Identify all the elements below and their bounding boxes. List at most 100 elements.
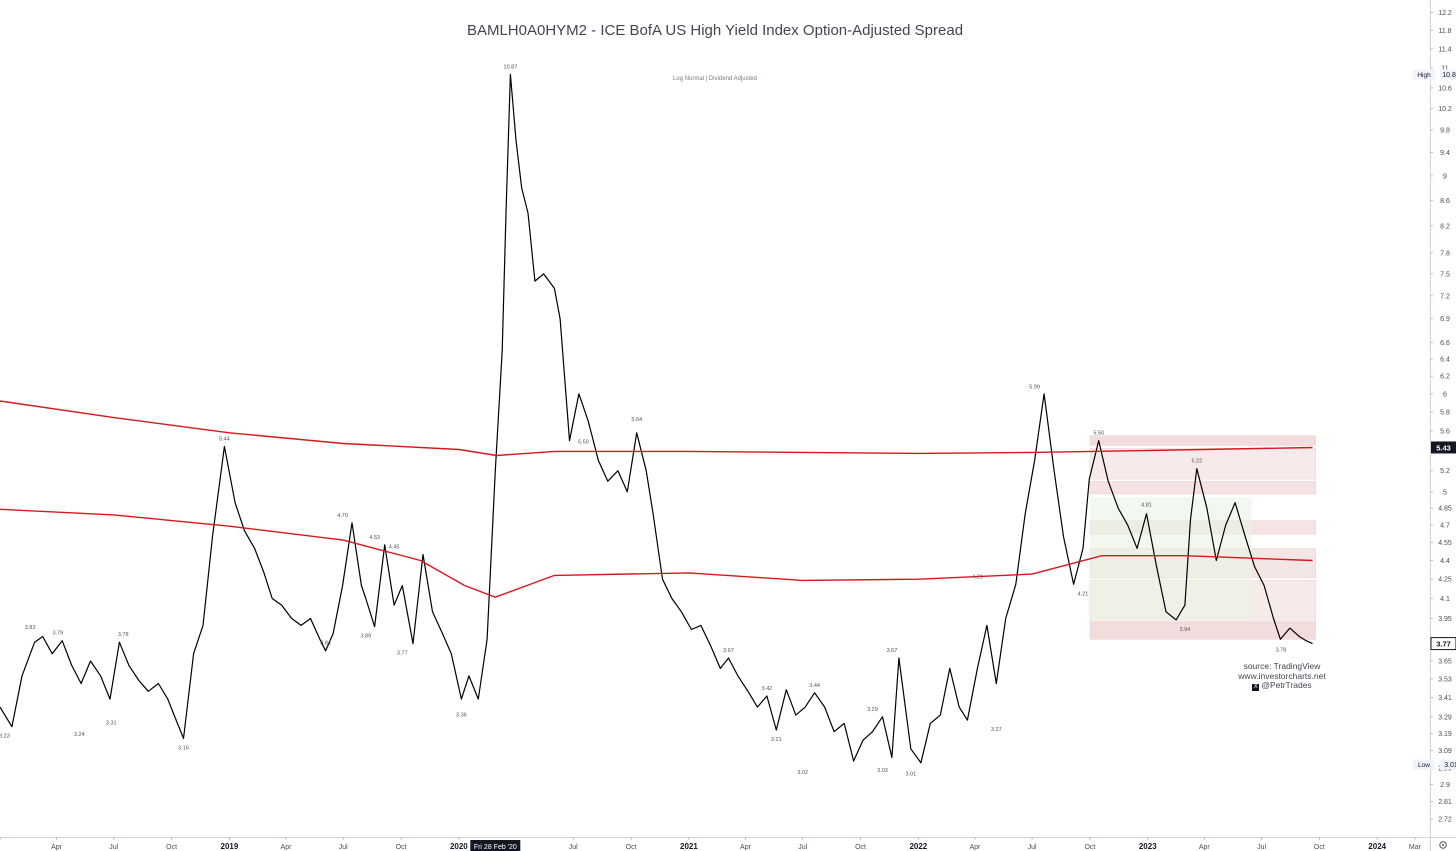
time-tick-label: Jul xyxy=(798,844,807,851)
spread-line[interactable] xyxy=(0,73,1313,764)
price-tick-label: 6 xyxy=(1443,391,1447,398)
price-tick-label: 3.29 xyxy=(1438,714,1452,721)
time-tick-label: Oct xyxy=(396,844,407,851)
point-label: 3.94 xyxy=(1179,627,1190,633)
price-tick-label: 7.8 xyxy=(1440,250,1450,257)
price-tick-label: 8.2 xyxy=(1440,223,1450,230)
price-tick-label: 3.95 xyxy=(1438,616,1452,623)
price-tick-label: 2.81 xyxy=(1438,799,1452,806)
source-line: source: TradingView xyxy=(1243,661,1321,671)
price-marker-tag xyxy=(1413,759,1435,770)
point-label: 3.21 xyxy=(771,737,782,743)
x-logo-icon: X xyxy=(1252,684,1260,691)
time-tick-label: Oct xyxy=(1084,844,1095,851)
gear-ring xyxy=(1439,841,1447,849)
point-label: 3.23 xyxy=(0,734,10,740)
value-area xyxy=(1089,497,1252,620)
point-label: 4.21 xyxy=(972,574,983,580)
price-tick-label: 8.6 xyxy=(1440,198,1450,205)
price-tick-label: 4.1 xyxy=(1440,596,1450,603)
point-label: 3.78 xyxy=(118,632,129,638)
time-tick-label: Jul xyxy=(339,844,348,851)
volume-profile-band xyxy=(1089,435,1316,446)
point-label: 3.67 xyxy=(887,648,898,654)
price-marker[interactable]: 5.43 xyxy=(1431,441,1456,454)
time-tick-label: Oct xyxy=(626,844,637,851)
point-label: 5.50 xyxy=(578,440,589,446)
price-axis[interactable]: 12.2 11.8 11.4 11 10.6 10.2 9.8 9.4 9 8.6 8.2 7.8 7.… xyxy=(1430,10,1452,824)
point-label: 4.70 xyxy=(337,513,348,519)
price-tick-label: 7.2 xyxy=(1440,293,1450,300)
point-label: 5.64 xyxy=(631,417,642,423)
price-tick-label: 4.85 xyxy=(1438,506,1452,513)
volume-profile-band xyxy=(1089,448,1316,480)
point-label: 3.84 xyxy=(320,641,331,647)
point-label: 5.44 xyxy=(219,436,230,442)
price-marker-value: 3.01 xyxy=(1444,762,1456,769)
point-label: 5.50 xyxy=(1093,431,1104,437)
time-tick-label: 2019 xyxy=(221,842,239,851)
crosshair-date-label: Fri 28 Feb '20 xyxy=(474,844,517,851)
settings-gear-icon[interactable] xyxy=(1439,841,1447,849)
point-label: 3.44 xyxy=(809,683,820,689)
time-tick-label: Mar xyxy=(1409,844,1422,851)
point-label: 3.42 xyxy=(761,686,772,692)
price-marker-label: High xyxy=(1417,72,1431,79)
price-marker-box xyxy=(1440,69,1456,80)
time-tick-label: Apr xyxy=(281,844,293,851)
point-label: 3.77 xyxy=(397,651,408,657)
point-label: 4.45 xyxy=(389,544,400,550)
price-tick-label: 11.8 xyxy=(1438,28,1451,35)
point-label: 3.79 xyxy=(52,631,63,637)
price-tick-label: 6.4 xyxy=(1440,357,1450,364)
red-moving-average-2[interactable] xyxy=(0,508,1313,598)
price-tick-label: 3.19 xyxy=(1438,731,1452,738)
price-tick-label: 3.41 xyxy=(1438,695,1452,702)
point-label: 3.29 xyxy=(867,707,878,713)
price-tick-label: 6.9 xyxy=(1440,316,1450,323)
point-label: 4.81 xyxy=(1141,503,1152,509)
price-marker[interactable]: 10.87 High xyxy=(1413,69,1456,80)
price-tick-label: 4.7 xyxy=(1440,523,1450,530)
price-marker-value: 5.43 xyxy=(1436,443,1451,452)
red-moving-average-1[interactable] xyxy=(0,400,1313,457)
price-tick-label: 7.5 xyxy=(1440,271,1450,278)
time-tick-label: Jul xyxy=(1257,844,1266,851)
price-marker[interactable]: 3.77 xyxy=(1430,637,1456,651)
price-marker-value: 3.77 xyxy=(1436,640,1451,649)
price-tick-label: 5.2 xyxy=(1440,468,1450,475)
price-marker-value: 10.87 xyxy=(1442,72,1456,79)
point-label: 3.83 xyxy=(25,625,36,631)
chart-title: BAMLH0A0HYM2 - ICE BofA US High Yield In… xyxy=(466,22,964,39)
price-marker-box xyxy=(1431,441,1456,454)
price-marker[interactable]: 3.01 Low xyxy=(1413,759,1456,770)
price-tick-label: 12.2 xyxy=(1438,10,1452,17)
point-label: 10.87 xyxy=(504,64,518,70)
background-layer xyxy=(1089,435,1316,640)
point-label: 4.21 xyxy=(1078,591,1089,597)
price-tick-label: 2.9 xyxy=(1440,782,1450,789)
price-tick-label: 4.55 xyxy=(1438,540,1452,547)
time-tick-label: 2022 xyxy=(909,842,927,851)
point-label: 3.03 xyxy=(877,768,888,774)
time-tick-label: Apr xyxy=(969,844,981,851)
time-tick-label: 2024 xyxy=(1368,842,1386,851)
price-tick-label: 11.4 xyxy=(1438,46,1451,53)
source-url: www.investorcharts.net xyxy=(1238,670,1326,681)
time-tick-label: Jul xyxy=(109,844,118,851)
point-label: 3.01 xyxy=(905,772,916,778)
time-tick-label: Oct xyxy=(855,844,866,851)
time-tick-label: Jul xyxy=(1028,844,1037,851)
price-marker-box xyxy=(1430,637,1456,651)
point-label: 3.67 xyxy=(723,648,734,654)
price-tick-label: 11 xyxy=(1441,66,1448,73)
time-axis[interactable]: Apr Jul Oct 2019 Apr Jul Oct 2020 Jul Oct 2021 Apr J… xyxy=(0,837,1422,851)
point-label: 5.22 xyxy=(1191,459,1202,465)
point-label: 5.99 xyxy=(1029,385,1040,391)
price-tick-label: 9.4 xyxy=(1440,150,1450,157)
time-tick-label: Apr xyxy=(1199,844,1211,851)
point-label: 3.78 xyxy=(1276,648,1287,654)
time-tick-label: 2021 xyxy=(680,842,698,851)
price-tick-label: 3.53 xyxy=(1438,676,1452,683)
